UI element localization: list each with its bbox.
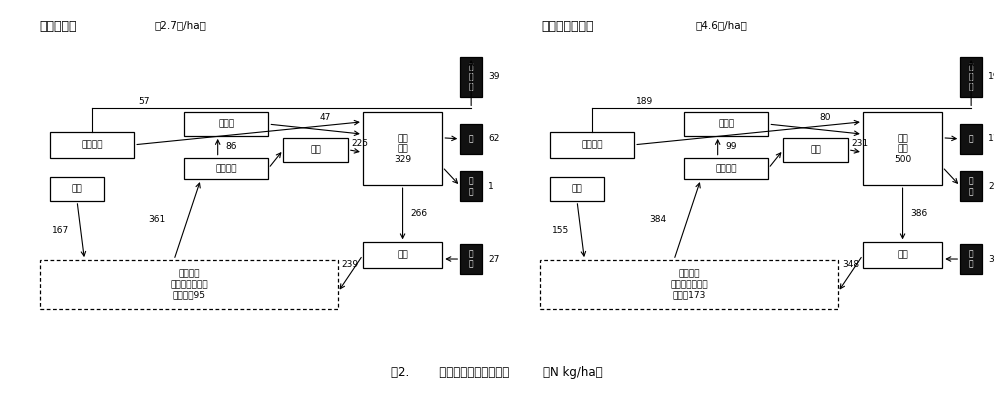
Text: 個
体: 個 体	[969, 177, 973, 196]
Text: 231: 231	[852, 139, 869, 148]
Text: 99: 99	[726, 142, 738, 151]
Bar	[960, 57, 982, 97]
Text: 86: 86	[226, 142, 238, 151]
Bar	[960, 244, 982, 274]
Bar	[283, 138, 348, 162]
Text: 189: 189	[635, 97, 653, 106]
Text: 80: 80	[820, 113, 831, 122]
Text: 厩肉: 厩肉	[572, 185, 582, 193]
Text: 386: 386	[911, 209, 927, 218]
Bar	[960, 124, 982, 154]
Text: 牛の
摄取
500: 牛の 摄取 500	[894, 134, 911, 164]
Text: 乳: 乳	[469, 134, 473, 143]
Bar	[863, 112, 942, 185]
Text: 牛草吸収: 牛草吸収	[216, 164, 237, 173]
Bar	[863, 242, 942, 268]
Text: 348: 348	[842, 260, 859, 269]
Text: 糞尿: 糞尿	[398, 251, 408, 260]
Bar	[783, 138, 848, 162]
Bar	[50, 177, 104, 201]
Text: 厩肉: 厩肉	[72, 185, 83, 193]
Text: 1: 1	[488, 182, 494, 191]
Bar	[684, 112, 768, 136]
Text: （2.7頭/ha）: （2.7頭/ha）	[154, 20, 206, 30]
Bar	[550, 132, 634, 158]
Text: 牛の
摄取
329: 牛の 摄取 329	[394, 134, 412, 164]
Text: 草地での
蓄積と環境負荷
　　　　95: 草地での 蓄積と環境負荷 95	[170, 270, 208, 299]
Bar	[460, 244, 482, 274]
Text: 167: 167	[52, 226, 70, 235]
Text: 62: 62	[488, 134, 499, 143]
Text: 草地での
蓄積と環境負荷
　　　173: 草地での 蓄積と環境負荷 173	[670, 270, 708, 299]
Text: 舎
内: 舎 内	[469, 249, 473, 269]
Text: 採食: 採食	[810, 145, 821, 154]
Bar	[40, 260, 338, 309]
Text: 貯蔵草: 貯蔵草	[718, 120, 735, 128]
Text: 384: 384	[649, 215, 666, 224]
Bar	[540, 260, 838, 309]
Bar	[460, 171, 482, 201]
Text: 225: 225	[352, 139, 369, 148]
Text: 266: 266	[411, 209, 427, 218]
Text: 放牛主体区: 放牛主体区	[40, 20, 78, 33]
Text: 57: 57	[138, 97, 150, 106]
Bar	[460, 57, 482, 97]
Text: 39: 39	[488, 72, 500, 81]
Text: 155: 155	[552, 226, 570, 235]
Text: 牛草吸収: 牛草吸収	[716, 164, 737, 173]
Text: 2: 2	[988, 182, 994, 191]
Text: 舎
内: 舎 内	[969, 249, 973, 269]
Bar	[960, 171, 982, 201]
Text: 糞尿: 糞尿	[898, 251, 908, 260]
Text: 購入飼料: 購入飼料	[82, 140, 102, 149]
Text: 47: 47	[320, 113, 331, 122]
Text: 361: 361	[149, 215, 166, 224]
Text: 噗2.        放牛草地での窒素動態         （N kg/ha）: 噗2. 放牛草地での窒素動態 （N kg/ha）	[392, 366, 602, 379]
Text: 食
肉
等: 食 肉 等	[969, 62, 973, 92]
Text: 食
肉
等: 食 肉 等	[469, 62, 473, 92]
Text: 購入飼料: 購入飼料	[581, 140, 602, 149]
Text: 239: 239	[342, 260, 359, 269]
Text: 19: 19	[988, 72, 994, 81]
Text: （4.6頭/ha）: （4.6頭/ha）	[696, 20, 747, 30]
Text: 貯蔵草: 貯蔵草	[218, 120, 235, 128]
Bar	[363, 242, 442, 268]
Text: 濃厚飼料増給区: 濃厚飼料増給区	[542, 20, 594, 33]
Bar	[460, 124, 482, 154]
Bar	[184, 112, 268, 136]
Bar	[50, 132, 134, 158]
Bar	[363, 112, 442, 185]
Text: 採食: 採食	[310, 145, 321, 154]
Text: 27: 27	[488, 255, 499, 264]
Text: 乳: 乳	[969, 134, 973, 143]
Text: 個
体: 個 体	[469, 177, 473, 196]
Text: 112: 112	[988, 134, 994, 143]
Bar	[550, 177, 604, 201]
Bar	[684, 158, 768, 179]
Text: 38: 38	[988, 255, 994, 264]
Bar	[184, 158, 268, 179]
